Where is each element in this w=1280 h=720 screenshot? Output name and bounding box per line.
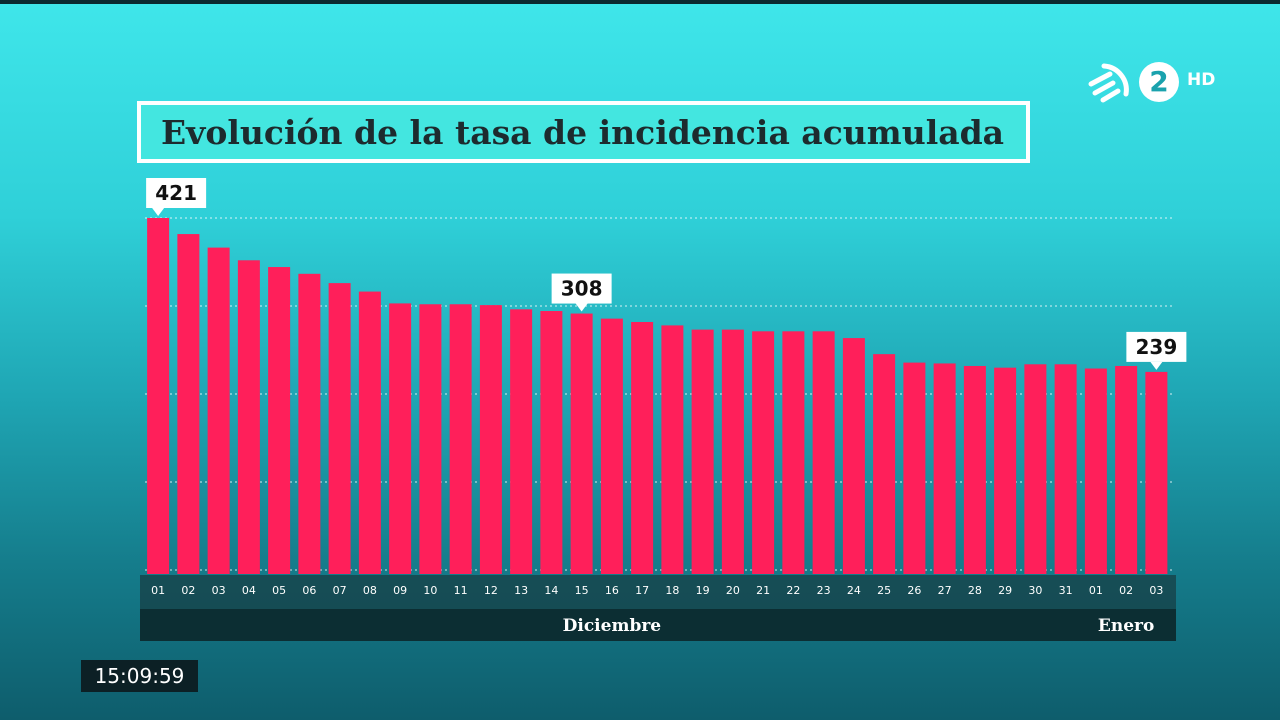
bar (328, 283, 351, 574)
bar (1084, 368, 1107, 574)
x-tick-label: 15 (575, 584, 589, 597)
x-tick-label: 26 (907, 584, 921, 597)
bar (237, 260, 260, 574)
channel-hd-label: HD (1187, 70, 1216, 90)
x-tick-label: 20 (726, 584, 740, 597)
x-tick-label: 30 (1028, 584, 1042, 597)
x-tick-label: 16 (605, 584, 619, 597)
channel-number: 2 (1139, 62, 1179, 102)
bar (268, 267, 291, 574)
bar (631, 322, 654, 574)
x-tick-label: 31 (1059, 584, 1073, 597)
x-tick-label: 21 (756, 584, 770, 597)
callout-box (146, 178, 207, 208)
bar (600, 318, 623, 574)
x-tick-label: 25 (877, 584, 891, 597)
bar (842, 338, 865, 574)
x-tick-label: 17 (635, 584, 649, 597)
x-tick-label: 24 (847, 584, 861, 597)
bar (782, 331, 805, 574)
channel-logo-icon (1088, 63, 1129, 103)
x-tick-label: 12 (484, 584, 498, 597)
callout-box (551, 273, 612, 304)
x-tick-label: 07 (333, 584, 347, 597)
callout-pointer (575, 303, 588, 312)
data-label: 308 (561, 277, 603, 301)
x-tick-label: 02 (181, 584, 195, 597)
x-tick-label: 01 (151, 584, 165, 597)
bar (389, 303, 412, 574)
bar (358, 291, 381, 574)
bar (812, 331, 835, 574)
x-tick-label: 22 (786, 584, 800, 597)
bar (1115, 365, 1138, 574)
x-tick-label: 09 (393, 584, 407, 597)
bar (1024, 364, 1047, 574)
chart-title: Evolución de la tasa de incidencia acumu… (161, 113, 1005, 152)
bar (752, 331, 775, 574)
data-label: 421 (155, 181, 197, 205)
x-tick-label: 19 (696, 584, 710, 597)
x-tick-label: 10 (423, 584, 437, 597)
bar (147, 218, 170, 574)
clock-time: 15:09:59 (81, 660, 198, 692)
month-band (140, 609, 1176, 641)
data-label: 239 (1136, 335, 1178, 359)
x-tick-label: 03 (1149, 584, 1163, 597)
bar (721, 329, 744, 574)
x-tick-label: 27 (938, 584, 952, 597)
x-tick-label: 03 (212, 584, 226, 597)
x-tick-label: 05 (272, 584, 286, 597)
x-tick-label: 18 (665, 584, 679, 597)
bar (479, 305, 502, 574)
bar (994, 367, 1017, 574)
bar (1054, 364, 1077, 574)
bar (298, 273, 321, 574)
bar (691, 329, 714, 574)
bar (963, 365, 986, 574)
callout-pointer (1150, 361, 1163, 370)
x-tick-label: 06 (302, 584, 316, 597)
x-tick-label: 14 (544, 584, 558, 597)
bar (903, 362, 926, 574)
channel-logo: 2 HD (1086, 58, 1226, 108)
x-tick-label: 08 (363, 584, 377, 597)
bar (449, 304, 472, 574)
bar (933, 363, 956, 574)
x-tick-label: 01 (1089, 584, 1103, 597)
x-tick-label: 02 (1119, 584, 1133, 597)
bar (1145, 371, 1168, 574)
bar (540, 311, 563, 574)
x-axis-band (140, 575, 1176, 609)
top-edge-bar (0, 0, 1280, 4)
x-tick-label: 23 (817, 584, 831, 597)
month-label: Enero (1098, 616, 1154, 636)
x-tick-label: 04 (242, 584, 256, 597)
x-tick-label: 29 (998, 584, 1012, 597)
bar (873, 354, 896, 574)
bar (510, 309, 533, 574)
chart-title-box: Evolución de la tasa de incidencia acumu… (137, 101, 1030, 163)
x-tick-label: 28 (968, 584, 982, 597)
bar (570, 313, 593, 574)
callout-pointer (152, 208, 165, 216)
x-tick-label: 13 (514, 584, 528, 597)
bar (419, 304, 442, 574)
x-tick-label: 11 (454, 584, 468, 597)
bar (207, 247, 230, 575)
bar (177, 234, 200, 574)
callout-box (1126, 331, 1187, 362)
bar (661, 325, 684, 574)
month-label: Diciembre (563, 616, 662, 636)
